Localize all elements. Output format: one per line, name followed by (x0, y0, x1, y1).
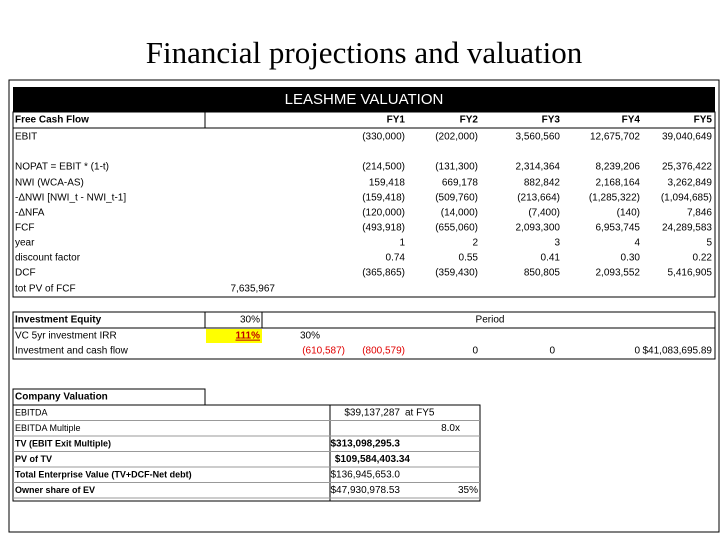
fcf-cell: 39,040,649 (662, 132, 712, 143)
fcf-cell: (7,400) (528, 208, 560, 219)
fcf-header-year: FY1 (387, 115, 406, 126)
investment-cell: (800,579) (362, 346, 405, 357)
fcf-cell: 0.41 (541, 253, 561, 264)
fcf-cell: 2,314,364 (516, 162, 561, 173)
investment-border (12, 311, 716, 360)
fcf-cell: (655,060) (435, 223, 478, 234)
fcf-table-border (12, 111, 716, 298)
valuation-table-border (12, 404, 481, 502)
valuation-note: at FY5 (405, 408, 435, 419)
fcf-cell: 4 (634, 238, 640, 249)
investment-label: Investment Equity (15, 315, 102, 326)
fcf-header-label: Free Cash Flow (15, 115, 89, 126)
fcf-cell: 5 (706, 238, 712, 249)
fcf-cell: 0.74 (386, 253, 406, 264)
sheet-banner (13, 87, 715, 112)
sheet-title: LEASHME VALUATION (285, 91, 444, 108)
fcf-header-year: FY2 (460, 115, 479, 126)
investment-cell: Period (476, 315, 505, 326)
frame (8, 79, 720, 533)
fcf-cell: (202,000) (435, 132, 478, 143)
investment-cell: 0 (472, 346, 478, 357)
fcf-cell: 7,846 (687, 208, 712, 219)
valuation-label: TV (EBIT Exit Multiple) (15, 438, 111, 448)
fcf-cell: 3,262,849 (668, 178, 713, 189)
fcf-cell: (330,000) (362, 132, 405, 143)
valuation-label: EBITDA Multiple (15, 423, 81, 433)
investment-cell: 0 (634, 346, 640, 357)
investment-cell: 30% (300, 331, 320, 342)
fcf-cell: 0.30 (621, 253, 641, 264)
valuation-cell: $47,930,978.53 (330, 485, 400, 496)
fcf-cell: 850,805 (524, 268, 561, 279)
investment-cell: 30% (240, 315, 260, 326)
valuation-cell: 35% (458, 485, 478, 496)
fcf-row-label: EBIT (15, 132, 37, 143)
valuation-label: Owner share of EV (15, 485, 95, 495)
fcf-header-year: FY4 (622, 115, 641, 126)
fcf-cell: (509,760) (435, 193, 478, 204)
fcf-row-label: tot PV of FCF (15, 284, 76, 295)
fcf-cell: (131,300) (435, 162, 478, 173)
fcf-row-label: FCF (15, 223, 34, 234)
fcf-cell: 2 (472, 238, 478, 249)
fcf-cell: 6,953,745 (596, 223, 641, 234)
investment-label: VC 5yr investment IRR (15, 331, 117, 342)
fcf-cell: (14,000) (441, 208, 478, 219)
fcf-cell: 7,635,967 (231, 284, 276, 295)
fcf-cell: 5,416,905 (668, 268, 713, 279)
fcf-cell: (213,664) (517, 193, 560, 204)
investment-label: Investment and cash flow (15, 346, 129, 357)
fcf-cell: 0.22 (693, 253, 713, 264)
fcf-row-label: NOPAT = EBIT * (1-t) (15, 162, 109, 173)
fcf-cell: 0.55 (459, 253, 479, 264)
fcf-cell: 2,168,164 (596, 178, 641, 189)
investment-cell: 0 (549, 346, 555, 357)
fcf-header-year: FY3 (542, 115, 561, 126)
fcf-cell: (359,430) (435, 268, 478, 279)
fcf-row-label: year (15, 238, 35, 249)
valuation-header: Company Valuation (15, 392, 108, 403)
fcf-cell: 1 (399, 238, 405, 249)
valuation-cell: $109,584,403.34 (335, 454, 411, 465)
valuation-label: EBITDA (15, 407, 48, 417)
valuation-cell: 8.0x (441, 423, 460, 434)
valuation-label: Total Enterprise Value (TV+DCF-Net debt) (15, 469, 192, 479)
investment-cell: $41,083,695.89 (642, 346, 712, 357)
fcf-row-label: DCF (15, 268, 36, 279)
irr-highlight (206, 329, 262, 343)
fcf-cell: (120,000) (362, 208, 405, 219)
fcf-cell: 8,239,206 (596, 162, 641, 173)
valuation-cell: $136,945,653.0 (330, 470, 400, 481)
investment-cell: (610,587) (302, 346, 345, 357)
fcf-cell: (214,500) (362, 162, 405, 173)
investment-cell: 111% (236, 331, 261, 342)
fcf-cell: (1,285,322) (589, 193, 640, 204)
fcf-row-label: -ΔNFA (15, 208, 45, 219)
fcf-cell: 3 (554, 238, 560, 249)
fcf-row-label: NWI (WCA-AS) (15, 178, 84, 189)
valuation-label: PV of TV (15, 454, 52, 464)
fcf-cell: 24,289,583 (662, 223, 712, 234)
fcf-row-label: -ΔNWI [NWI_t - NWI_t-1] (15, 193, 126, 204)
fcf-row-label: discount factor (15, 253, 81, 264)
fcf-cell: 12,675,702 (590, 132, 640, 143)
fcf-cell: 882,842 (524, 178, 561, 189)
fcf-cell: (1,094,685) (661, 193, 712, 204)
fcf-header-year: FY5 (694, 115, 713, 126)
valuation-cell: $313,098,295.3 (330, 439, 400, 450)
fcf-cell: (493,918) (362, 223, 405, 234)
fcf-cell: 25,376,422 (662, 162, 712, 173)
valuation-cell: $39,137,287 (344, 408, 400, 419)
fcf-cell: 2,093,552 (596, 268, 641, 279)
fcf-cell: (365,865) (362, 268, 405, 279)
fcf-cell: (140) (617, 208, 640, 219)
fcf-cell: 669,178 (442, 178, 479, 189)
slide-title: Financial projections and valuation (146, 35, 583, 70)
fcf-cell: 3,560,560 (516, 132, 561, 143)
fcf-cell: 2,093,300 (516, 223, 561, 234)
fcf-cell: (159,418) (362, 193, 405, 204)
fcf-cell: 159,418 (369, 178, 406, 189)
